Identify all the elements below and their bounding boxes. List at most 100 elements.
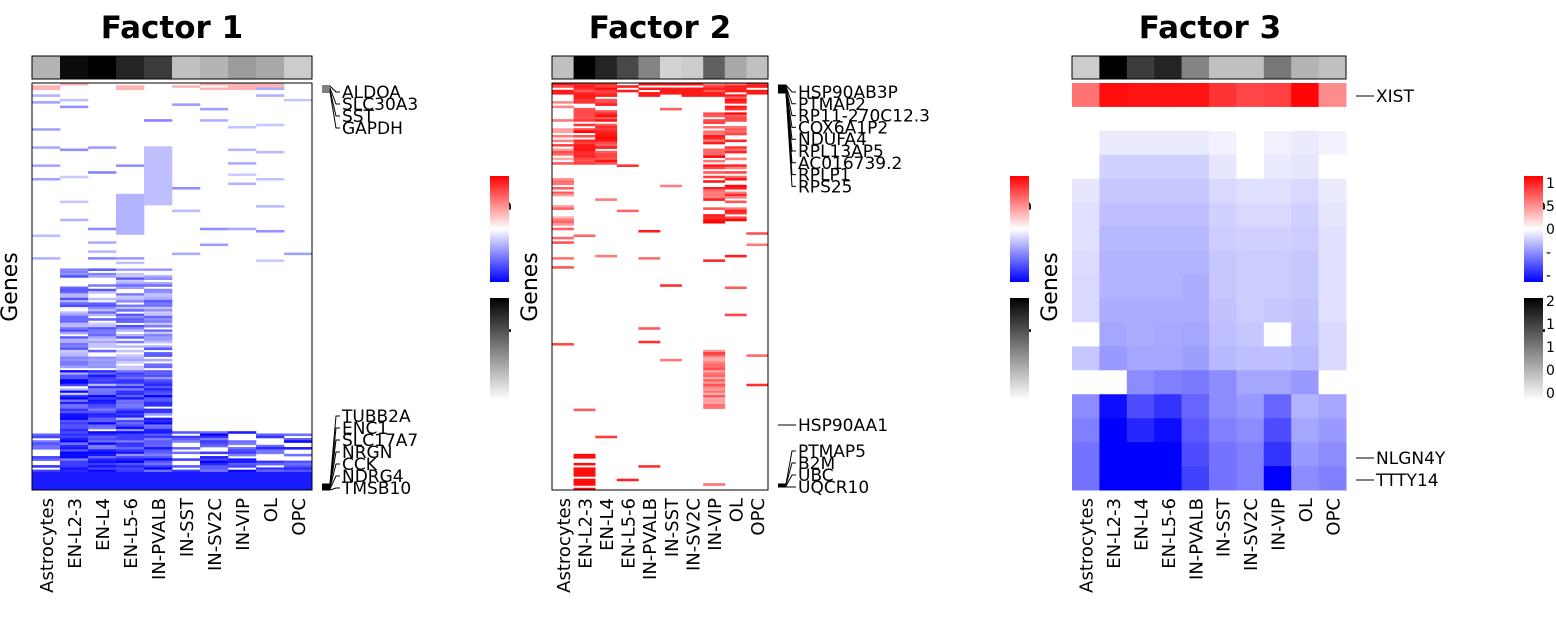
heatmap-cell (116, 374, 145, 378)
heatmap-cell (703, 92, 726, 95)
heatmap-cell (116, 428, 145, 432)
heatmap-cell (60, 268, 89, 271)
gene-label: ENC1 (342, 419, 388, 439)
heatmap-cell (32, 177, 61, 181)
heatmap-cell (746, 383, 769, 387)
heatmap-cell (116, 275, 145, 278)
var-exp-cell (573, 56, 596, 79)
heatmap-cell (116, 460, 145, 464)
heatmap-cell (116, 419, 145, 423)
heatmap-cell (552, 148, 574, 152)
heatmap-cell (573, 234, 596, 238)
var-exp-cell (1181, 56, 1210, 79)
heatmap-cell (1181, 466, 1210, 491)
heatmap-cell (724, 125, 747, 129)
heatmap-cell (703, 374, 726, 378)
heatmap-cell (144, 153, 173, 156)
heatmap-cell (284, 480, 313, 484)
heatmap-cell (1236, 466, 1265, 491)
heatmap-cell (595, 101, 618, 104)
heatmap-cell (144, 374, 173, 378)
heatmap-cell (1291, 346, 1320, 371)
heatmap-cell (284, 469, 313, 473)
var-exp-cell (595, 56, 618, 79)
heatmap-cell (595, 116, 618, 120)
heatmap-cell (573, 119, 596, 122)
heatmap-cell (88, 306, 117, 310)
heatmap-cell (1318, 418, 1347, 443)
heatmap-cell (144, 372, 173, 375)
heatmap-cell (144, 318, 173, 321)
heatmap-cell (88, 399, 117, 403)
heatmap-cell (724, 83, 747, 86)
heatmap-cell (88, 440, 117, 443)
legend-tick-label: 1 (1546, 317, 1555, 333)
heatmap-cell (256, 447, 285, 450)
heatmap-cell (1181, 274, 1210, 299)
heatmap-cell (60, 349, 89, 353)
heatmap-cell (1263, 394, 1292, 419)
heatmap-cell (1236, 226, 1265, 252)
heatmap-cell (552, 162, 574, 165)
heatmap-cell (32, 234, 61, 238)
heatmap-cell (681, 83, 704, 86)
var-exp-cell (228, 56, 257, 79)
heatmap-cell (228, 449, 257, 452)
gene-label: SLC17A7 (342, 431, 418, 451)
heatmap-cell (595, 128, 618, 131)
heatmap-cell (60, 487, 89, 491)
heatmap-cell (284, 487, 313, 491)
heatmap-cell (660, 92, 682, 95)
heatmap-cell (60, 397, 89, 400)
heatmap-cell (638, 327, 661, 330)
heatmap-cell (116, 225, 145, 229)
heatmap-cell (552, 92, 574, 95)
x-tick-label: IN-PVALB (640, 498, 661, 580)
heatmap-cell (116, 392, 145, 396)
heatmap-cell (116, 313, 145, 317)
heatmap-cell (60, 322, 89, 326)
heatmap-cell (595, 132, 618, 136)
heatmap-cell (116, 324, 145, 328)
heatmap-cell (724, 119, 747, 122)
heatmap-cell (144, 182, 173, 186)
heatmap-cell (703, 137, 726, 140)
heatmap-cell (724, 94, 747, 97)
heatmap-cell (144, 155, 173, 158)
heatmap-cell (116, 336, 145, 339)
heatmap-cell (228, 227, 257, 231)
gene-label: PTMAP5 (798, 442, 866, 462)
heatmap-cell (60, 313, 89, 317)
heatmap-cell (228, 483, 257, 486)
heatmap-cell (88, 417, 117, 421)
x-tick-label: Astrocytes (37, 498, 58, 593)
heatmap-cell (144, 295, 173, 299)
heatmap-cell (724, 193, 747, 197)
factor-2-heatmap-cells (552, 83, 769, 491)
heatmap-cell (144, 168, 173, 172)
heatmap-cell (1181, 346, 1210, 371)
heatmap-cell (172, 451, 201, 455)
heatmap-cell (144, 345, 173, 348)
heatmap-cell (60, 478, 89, 482)
heatmap-cell (144, 173, 173, 176)
heatmap-cell (703, 401, 726, 405)
heatmap-cell (1263, 226, 1292, 252)
heatmap-cell (60, 435, 89, 439)
factor-3-title: Factor 3 (1139, 10, 1281, 46)
heatmap-cell (144, 329, 173, 333)
heatmap-cell (88, 406, 117, 409)
heatmap-cell (284, 465, 313, 468)
heatmap-cell (88, 462, 117, 466)
heatmap-cell (1236, 346, 1265, 371)
heatmap-cell (1154, 394, 1183, 419)
heatmap-cell (284, 460, 313, 464)
heatmap-cell (595, 435, 618, 439)
gene-leader-line (322, 87, 340, 105)
heatmap-cell (144, 177, 173, 181)
heatmap-cell (552, 135, 574, 138)
gene-label: HSP90AB3P (798, 83, 898, 103)
heatmap-cell (256, 449, 285, 452)
heatmap-cell (1154, 346, 1183, 371)
heatmap-cell (256, 444, 285, 448)
